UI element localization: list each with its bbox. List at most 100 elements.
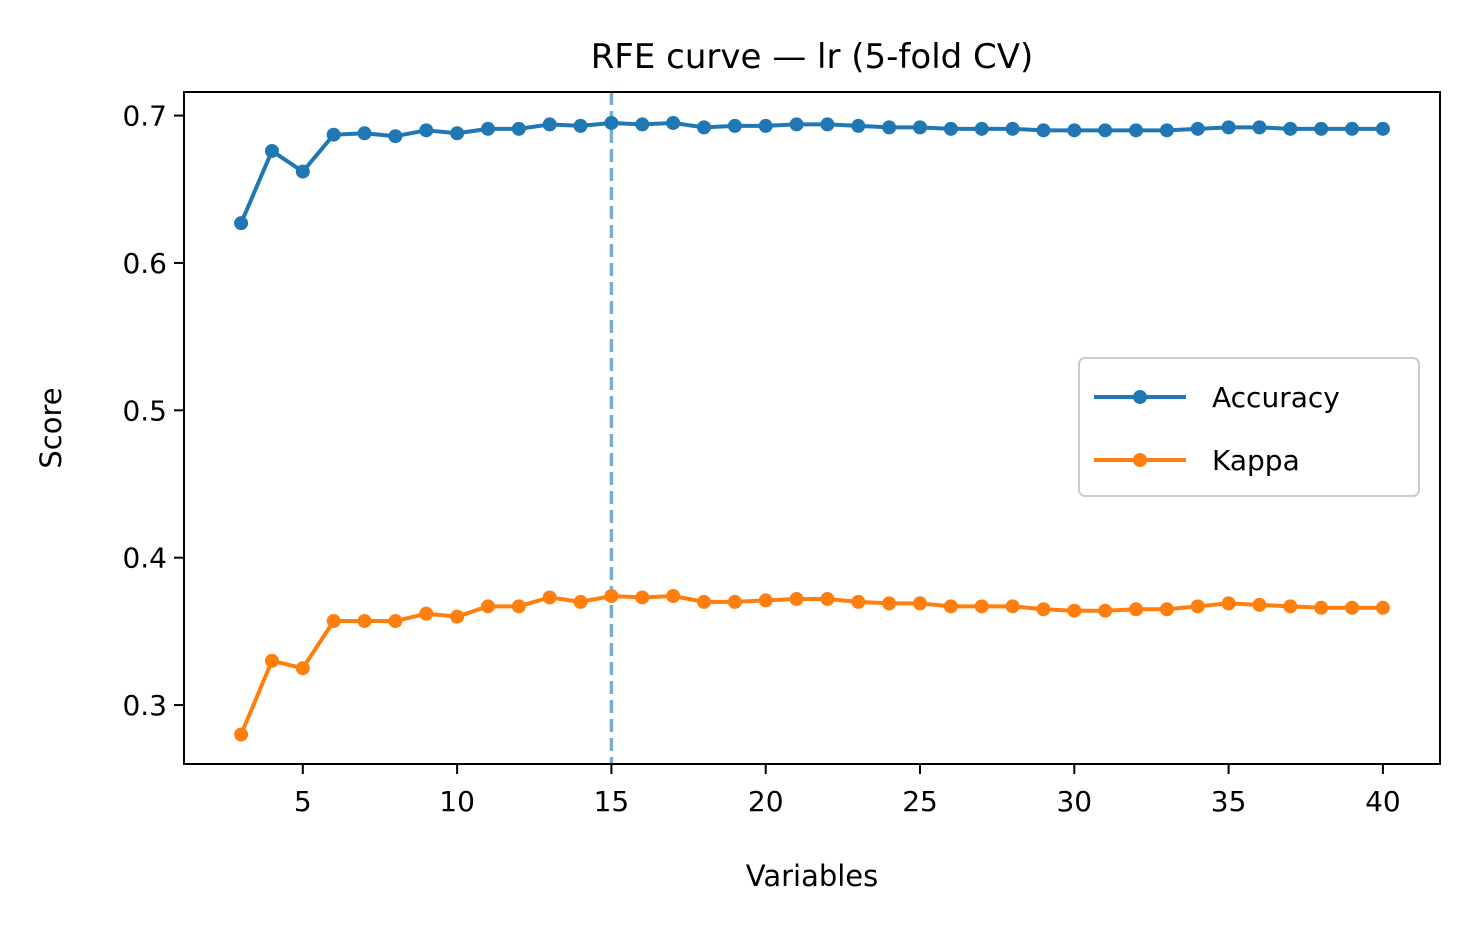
kappa-series xyxy=(234,589,1390,742)
accuracy-series xyxy=(234,115,1390,231)
legend-label-accuracy: Accuracy xyxy=(1212,381,1340,414)
accuracy-point xyxy=(1345,121,1360,136)
accuracy-point xyxy=(234,216,249,231)
accuracy-point xyxy=(450,126,465,141)
accuracy-point xyxy=(419,123,434,138)
kappa-point xyxy=(820,591,835,606)
accuracy-point xyxy=(758,118,773,133)
kappa-point xyxy=(727,594,742,609)
y-axis-ticks: 0.3 0.4 0.5 0.6 0.7 xyxy=(122,100,184,722)
kappa-point xyxy=(1190,599,1205,614)
legend-label-kappa: Kappa xyxy=(1212,444,1300,477)
x-tick-label: 40 xyxy=(1365,785,1401,818)
legend-marker-kappa xyxy=(1133,453,1147,467)
kappa-point xyxy=(913,596,928,611)
plot-area xyxy=(234,92,1390,764)
kappa-point xyxy=(234,727,249,742)
accuracy-point xyxy=(1375,121,1390,136)
kappa-point xyxy=(851,594,866,609)
accuracy-point xyxy=(1159,123,1174,138)
kappa-point xyxy=(450,609,465,624)
accuracy-point xyxy=(1221,120,1236,135)
kappa-point xyxy=(635,590,650,605)
x-tick-label: 5 xyxy=(294,785,312,818)
accuracy-point xyxy=(511,121,526,136)
kappa-point xyxy=(1129,602,1144,617)
accuracy-point xyxy=(542,117,557,132)
x-tick-label: 35 xyxy=(1211,785,1247,818)
kappa-point xyxy=(789,591,804,606)
kappa-point xyxy=(264,653,279,668)
chart-title: RFE curve — lr (5-fold CV) xyxy=(591,37,1034,77)
accuracy-point xyxy=(264,143,279,158)
legend: Accuracy Kappa xyxy=(1078,357,1420,497)
kappa-point xyxy=(604,589,619,603)
accuracy-point xyxy=(604,115,619,130)
x-tick-label: 15 xyxy=(594,785,630,818)
accuracy-point xyxy=(789,117,804,132)
accuracy-point xyxy=(1129,123,1144,138)
kappa-point xyxy=(974,599,989,614)
kappa-point xyxy=(357,614,372,629)
accuracy-point xyxy=(1190,121,1205,136)
accuracy-point xyxy=(295,164,310,179)
accuracy-point xyxy=(357,126,372,141)
x-tick-label: 25 xyxy=(902,785,938,818)
accuracy-point xyxy=(666,115,681,130)
kappa-point xyxy=(1036,602,1051,617)
kappa-point xyxy=(419,606,434,621)
accuracy-point xyxy=(635,117,650,132)
y-tick-label: 0.5 xyxy=(122,394,167,427)
accuracy-point xyxy=(326,127,341,142)
kappa-point xyxy=(1005,599,1020,614)
kappa-point xyxy=(480,599,495,614)
accuracy-point xyxy=(727,118,742,133)
accuracy-point xyxy=(388,129,403,144)
x-axis-label: Variables xyxy=(746,859,879,893)
accuracy-point xyxy=(1036,123,1051,138)
kappa-point xyxy=(943,599,958,614)
kappa-point xyxy=(1098,603,1113,618)
kappa-point xyxy=(666,589,681,603)
kappa-point xyxy=(326,614,341,629)
kappa-point xyxy=(758,593,773,608)
accuracy-point xyxy=(882,120,897,135)
kappa-point xyxy=(1067,603,1082,618)
accuracy-point xyxy=(1098,123,1113,138)
accuracy-line xyxy=(239,120,1385,226)
accuracy-point xyxy=(943,121,958,136)
kappa-point xyxy=(882,596,897,611)
y-tick-label: 0.4 xyxy=(122,542,167,575)
y-tick-label: 0.7 xyxy=(122,100,167,133)
accuracy-point xyxy=(480,121,495,136)
y-tick-label: 0.3 xyxy=(122,689,167,722)
kappa-line xyxy=(239,594,1385,737)
accuracy-point xyxy=(696,120,711,135)
kappa-point xyxy=(1252,597,1267,612)
kappa-point xyxy=(696,594,711,609)
accuracy-point xyxy=(851,118,866,133)
kappa-point xyxy=(295,661,310,676)
y-tick-label: 0.6 xyxy=(122,247,167,280)
accuracy-point xyxy=(1067,123,1082,138)
x-axis-ticks: 5 10 15 20 25 30 35 40 xyxy=(294,764,1401,818)
kappa-point xyxy=(1345,600,1360,615)
kappa-point xyxy=(573,594,588,609)
legend-marker-accuracy xyxy=(1133,390,1147,404)
x-tick-label: 30 xyxy=(1056,785,1092,818)
accuracy-point xyxy=(974,121,989,136)
kappa-point xyxy=(1221,596,1236,611)
accuracy-point xyxy=(820,117,835,132)
kappa-point xyxy=(1283,599,1298,614)
accuracy-point xyxy=(1283,121,1298,136)
y-axis-label: Score xyxy=(34,387,68,468)
accuracy-point xyxy=(573,118,588,133)
axes-frame xyxy=(183,91,1441,765)
accuracy-point xyxy=(913,120,928,135)
kappa-point xyxy=(1159,602,1174,617)
accuracy-point xyxy=(1314,121,1329,136)
kappa-point xyxy=(542,590,557,605)
accuracy-point xyxy=(1252,120,1267,135)
kappa-point xyxy=(1375,600,1390,615)
